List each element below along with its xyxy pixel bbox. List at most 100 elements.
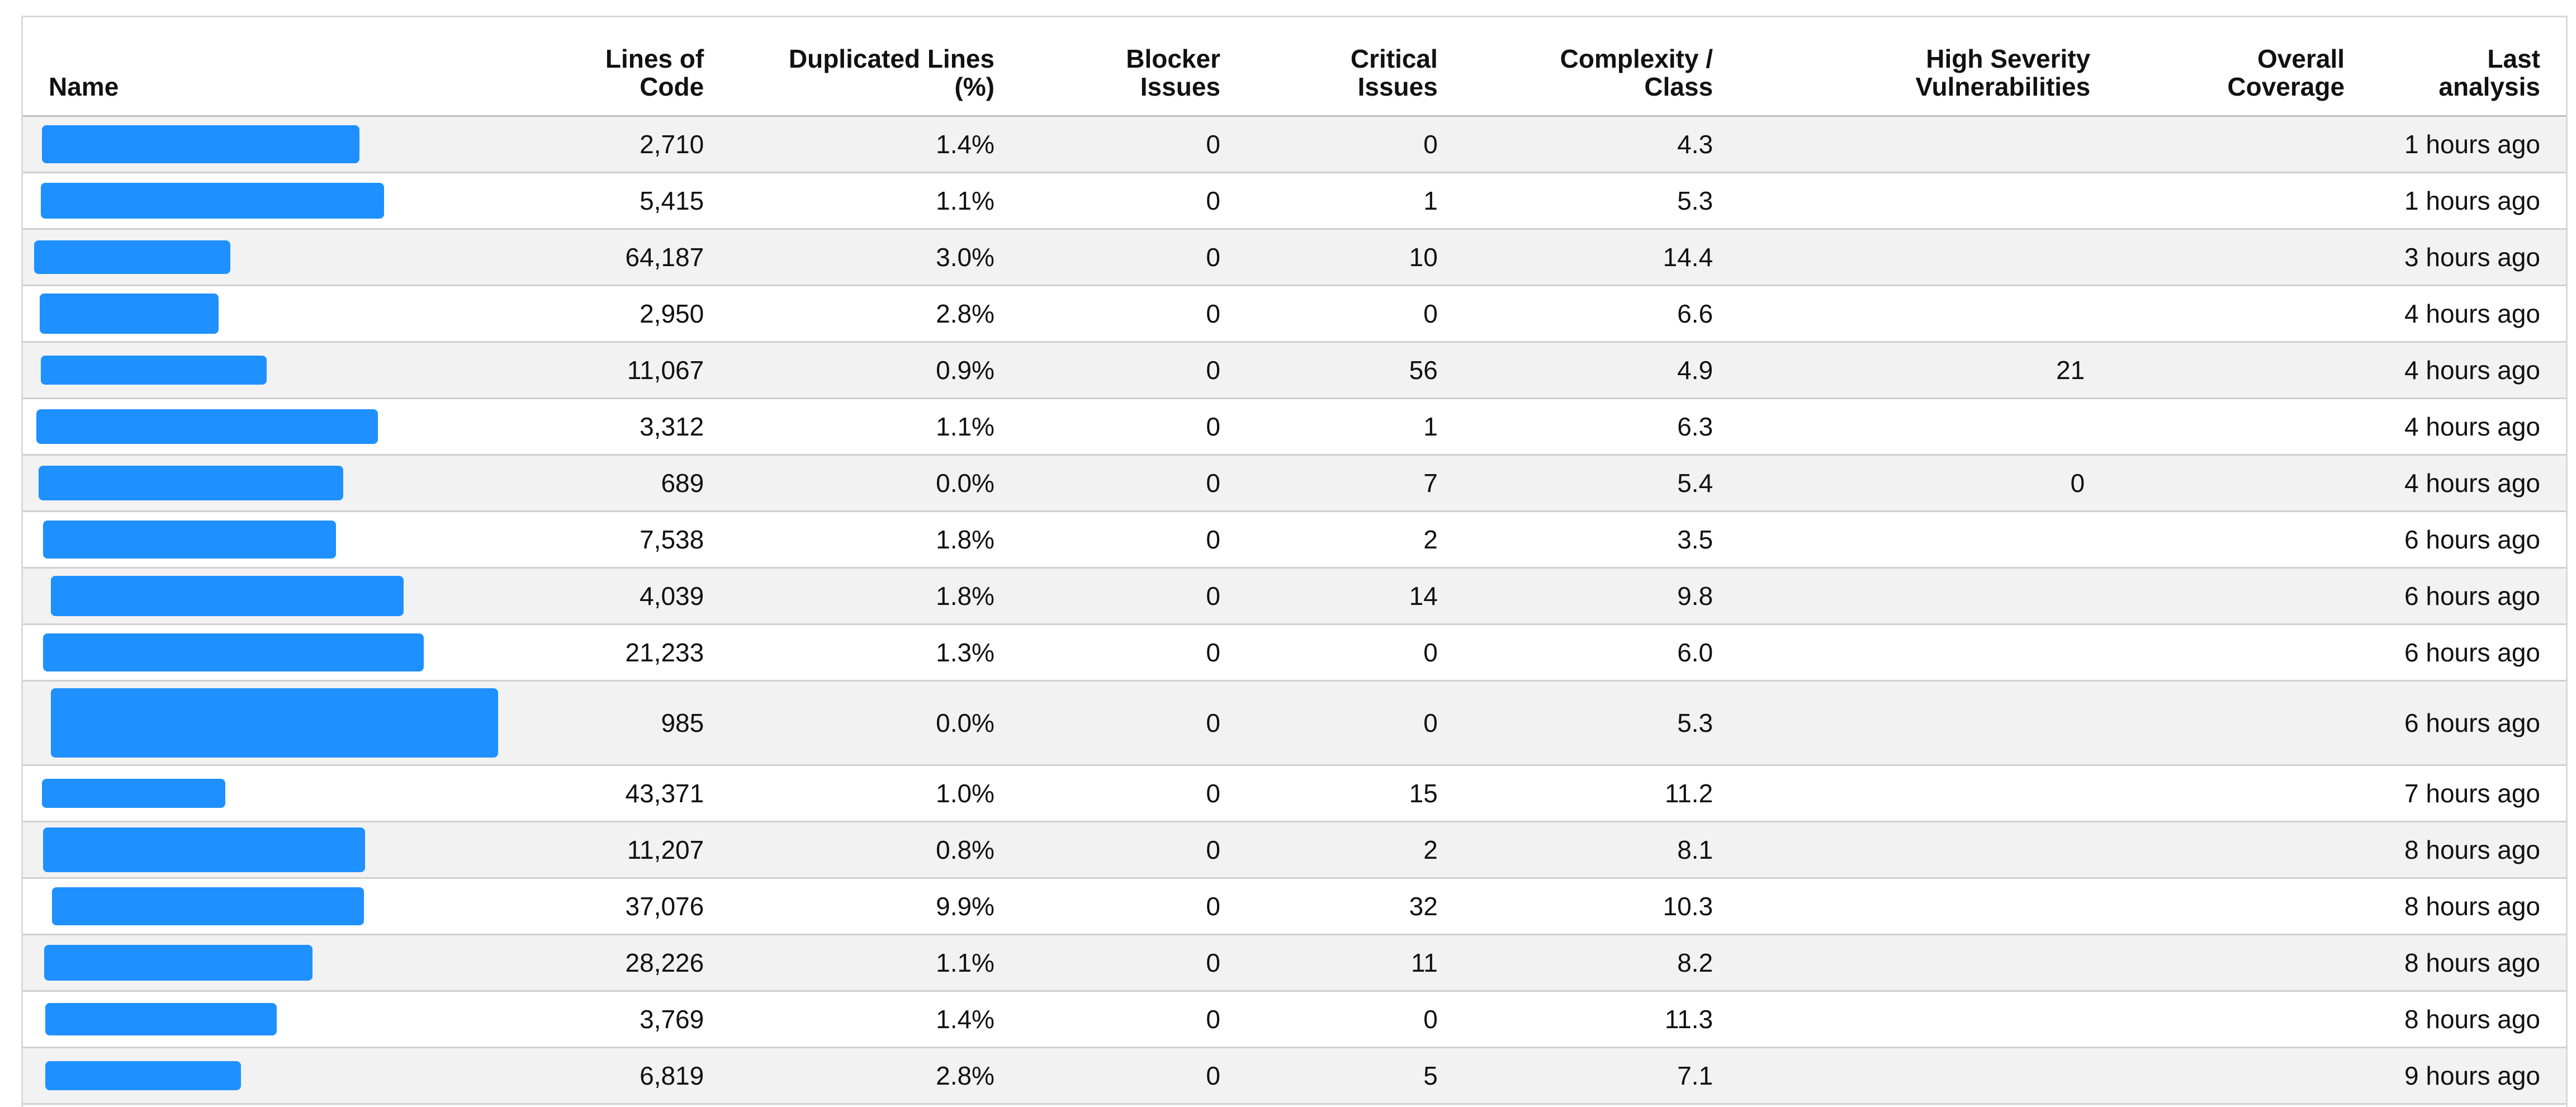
table-row[interactable]: 6,819 2.8% 0 5 7.1 9 hours ago xyxy=(23,1047,2566,1104)
cell-critical: 0 xyxy=(1423,130,1438,159)
project-name-cell[interactable] xyxy=(23,935,511,991)
project-name-cell[interactable] xyxy=(23,878,511,935)
column-header-vulnerabilities[interactable]: High Severity Vulnerabilities xyxy=(1915,44,2091,101)
table-row[interactable]: 7,538 1.8% 0 2 3.5 6 hours ago xyxy=(23,511,2566,568)
table-row[interactable]: 2,710 1.4% 0 0 4.3 1 hours ago xyxy=(23,116,2566,173)
table-row[interactable]: 3,769 1.4% 0 0 11.3 8 hours ago xyxy=(23,991,2566,1048)
project-name-cell[interactable] xyxy=(23,286,511,342)
column-header-last-analysis[interactable]: Last analysis xyxy=(2438,44,2540,101)
cell-vuln: 21 xyxy=(2056,356,2085,385)
redacted-project-name[interactable] xyxy=(45,1003,277,1035)
column-header-complexity[interactable]: Complexity / Class xyxy=(1560,44,1713,101)
table-row[interactable]: 5,415 1.1% 0 1 5.3 1 hours ago xyxy=(23,172,2566,229)
cell-blocker: 0 xyxy=(1206,525,1220,554)
cell-vuln xyxy=(1713,116,2090,173)
project-name-cell[interactable] xyxy=(23,116,511,173)
cell-loc: 37,076 xyxy=(625,892,704,921)
project-name-cell[interactable] xyxy=(23,173,511,229)
cell-critical: 0 xyxy=(1423,1005,1438,1034)
table-row[interactable]: 64,187 3.0% 0 10 14.4 3 hours ago xyxy=(23,229,2566,286)
table-row[interactable]: 985 0.0% 0 0 5.3 6 hours ago xyxy=(23,680,2566,765)
cell-critical: 32 xyxy=(1409,892,1438,921)
redacted-project-name[interactable] xyxy=(36,409,378,444)
column-header-duplicated-lines[interactable]: Duplicated Lines (%) xyxy=(788,44,995,101)
table-row[interactable]: 11,067 0.9% 0 56 4.9 21 4 hours ago xyxy=(23,342,2566,399)
cell-complexity: 3.5 xyxy=(1677,525,1713,554)
redacted-project-name[interactable] xyxy=(34,240,230,274)
redacted-project-name[interactable] xyxy=(43,633,424,671)
project-name-cell[interactable] xyxy=(23,568,511,625)
cell-dup: 1.8% xyxy=(936,525,995,554)
cell-loc: 3,312 xyxy=(640,412,704,441)
cell-loc: 11,067 xyxy=(627,356,704,385)
table-row[interactable]: 2,950 2.8% 0 0 6.6 4 hours ago xyxy=(23,285,2566,342)
project-name-cell[interactable] xyxy=(23,229,511,286)
project-name-cell[interactable] xyxy=(23,399,511,455)
projects-table-frame: Name Lines of Code Duplicated Lines (%) Bl… xyxy=(21,16,2568,1107)
table-row[interactable]: 689 0.0% 0 7 5.4 0 4 hours ago xyxy=(23,455,2566,512)
cell-last: 1 hours ago xyxy=(2404,130,2540,159)
cell-coverage xyxy=(2090,568,2345,625)
cell-loc: 2,710 xyxy=(640,130,704,159)
cell-coverage xyxy=(2090,765,2345,822)
redacted-project-name[interactable] xyxy=(42,125,359,163)
table-row[interactable]: 37,076 9.9% 0 32 10.3 8 hours ago xyxy=(23,878,2566,935)
project-name-cell[interactable] xyxy=(23,625,511,681)
table-row[interactable]: 28,226 1.1% 0 11 8.2 8 hours ago xyxy=(23,934,2566,991)
redacted-project-name[interactable] xyxy=(51,576,404,616)
column-header-critical-issues[interactable]: Critical Issues xyxy=(1350,44,1438,101)
table-row[interactable]: 43,371 1.0% 0 15 11.2 7 hours ago xyxy=(23,765,2566,822)
cell-last: 6 hours ago xyxy=(2404,638,2540,667)
redacted-project-name[interactable] xyxy=(40,294,219,334)
redacted-project-name[interactable] xyxy=(41,183,384,219)
redacted-project-name[interactable] xyxy=(51,688,498,758)
cell-complexity: 10.3 xyxy=(1663,892,1713,921)
project-name-cell[interactable] xyxy=(23,455,511,512)
cell-dup: 1.1% xyxy=(936,948,995,977)
cell-dup: 2.8% xyxy=(936,299,995,328)
cell-critical: 2 xyxy=(1423,525,1438,554)
cell-blocker: 0 xyxy=(1206,892,1220,921)
cell-blocker: 0 xyxy=(1206,835,1220,864)
cell-last: 4 hours ago xyxy=(2404,412,2540,441)
column-header-coverage[interactable]: Overall Coverage xyxy=(2227,44,2345,101)
redacted-project-name[interactable] xyxy=(39,466,343,500)
cell-complexity: 6.0 xyxy=(1677,638,1713,667)
project-name-cell[interactable] xyxy=(23,1048,511,1104)
column-header-name[interactable]: Name xyxy=(49,72,119,101)
cell-loc: 11,207 xyxy=(627,835,704,864)
redacted-project-name[interactable] xyxy=(43,827,365,872)
redacted-project-name[interactable] xyxy=(41,356,267,385)
project-name-cell[interactable] xyxy=(23,681,511,765)
cell-loc: 2,950 xyxy=(640,299,704,328)
column-header-blocker-issues[interactable]: Blocker Issues xyxy=(1126,44,1220,101)
cell-critical: 7 xyxy=(1423,469,1438,498)
redacted-project-name[interactable] xyxy=(44,945,312,981)
redacted-project-name[interactable] xyxy=(42,779,225,808)
cell-blocker: 0 xyxy=(1206,708,1220,737)
cell-vuln xyxy=(1713,935,2090,991)
cell-vuln xyxy=(1713,822,2090,878)
project-name-cell[interactable] xyxy=(23,765,511,822)
table-row[interactable]: 21,233 1.3% 0 0 6.0 6 hours ago xyxy=(23,624,2566,681)
cell-vuln xyxy=(1713,765,2090,822)
project-name-cell[interactable] xyxy=(23,991,511,1048)
redacted-project-name[interactable] xyxy=(43,521,336,559)
cell-last: 8 hours ago xyxy=(2404,892,2540,921)
redacted-project-name[interactable] xyxy=(45,1061,241,1090)
cell-blocker: 0 xyxy=(1206,581,1220,611)
table-row[interactable]: 3,312 1.1% 0 1 6.3 4 hours ago xyxy=(23,398,2566,455)
redacted-project-name[interactable] xyxy=(52,887,364,925)
project-name-cell[interactable] xyxy=(23,342,511,399)
cell-vuln: 0 xyxy=(2070,469,2085,498)
project-name-cell[interactable] xyxy=(23,512,511,568)
cell-last: 8 hours ago xyxy=(2404,1005,2540,1034)
cell-blocker: 0 xyxy=(1206,186,1220,215)
cell-dup: 1.8% xyxy=(936,581,995,611)
cell-loc: 28,226 xyxy=(625,948,704,977)
table-row[interactable]: 4,039 1.8% 0 14 9.8 6 hours ago xyxy=(23,567,2566,625)
column-header-lines-of-code[interactable]: Lines of Code xyxy=(605,44,704,101)
cell-critical: 0 xyxy=(1423,638,1438,667)
table-row[interactable]: 11,207 0.8% 0 2 8.1 8 hours ago xyxy=(23,821,2566,878)
project-name-cell[interactable] xyxy=(23,822,511,878)
